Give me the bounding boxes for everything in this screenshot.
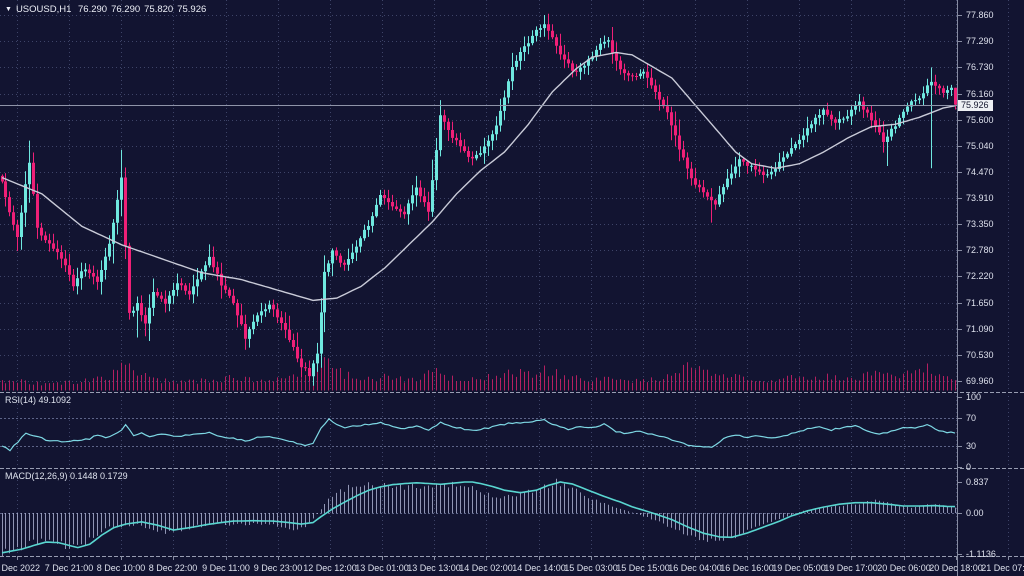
time-tick-label: 20 Dec 06:00: [877, 563, 931, 573]
macd-tick-label: -1.1136: [966, 549, 996, 559]
time-tick-label: 7 Dec 2022: [0, 563, 41, 573]
rsi-tick-label: 70: [966, 413, 977, 423]
grid-lines: [0, 0, 1009, 556]
time-tick-label: 14 Dec 02:00: [459, 563, 513, 573]
time-tick-label: 20 Dec 18:00: [929, 563, 983, 573]
time-tick-label: 9 Dec 11:00: [202, 563, 250, 573]
price-tick-label: 73.350: [966, 219, 994, 229]
rsi-tick-label: 30: [966, 441, 977, 451]
macd-tick-label: 0.837: [966, 477, 989, 487]
time-tick-label: 8 Dec 22:00: [148, 563, 198, 573]
rsi-line: [1, 417, 956, 452]
price-tick-label: 71.090: [966, 324, 994, 334]
macd-indicator-label: MACD(12,26,9) 0.1448 0.1729: [5, 471, 128, 481]
indicator-level-lines: [0, 418, 957, 514]
price-tick-label: 75.040: [966, 141, 994, 151]
price-tick-label: 69.960: [966, 376, 994, 386]
macd-signal-line: [1, 481, 956, 554]
price-tick-label: 72.220: [966, 271, 994, 281]
ohlc-close: 75.926: [177, 4, 207, 15]
current-price-tag: 75.926: [958, 99, 993, 111]
price-tick-label: 76.730: [966, 62, 994, 72]
ohlc-open: 76.290: [78, 4, 108, 15]
price-tick-label: 75.600: [966, 115, 994, 125]
rsi-tick-label: 0: [966, 462, 972, 472]
symbol-dropdown-icon[interactable]: ▼: [5, 6, 12, 13]
time-tick-label: 7 Dec 21:00: [44, 563, 94, 573]
time-tick-label: 16 Dec 04:00: [668, 563, 722, 573]
macd-histogram: [2, 478, 956, 557]
price-tick-label: 74.470: [966, 167, 994, 177]
chart-title: ▼ USOUSD,H1 76.290 76.290 75.820 75.926: [5, 4, 210, 15]
moving-average-line: [1, 51, 956, 302]
candlestick-series: [1, 13, 957, 386]
time-tick-label: 15 Dec 15:00: [616, 563, 670, 573]
price-tick-label: 76.160: [966, 89, 994, 99]
time-tick-label: 13 Dec 01:00: [355, 563, 409, 573]
axis-tick-marks: [17, 15, 1009, 560]
time-tick-label: 19 Dec 17:00: [824, 563, 878, 573]
time-tick-label: 13 Dec 13:00: [407, 563, 461, 573]
ohlc-high: 76.290: [111, 4, 141, 15]
price-tick-label: 70.530: [966, 350, 994, 360]
price-tick-label: 72.780: [966, 245, 994, 255]
symbol-label: USOUSD,H1: [15, 4, 72, 15]
price-tick-label: 77.290: [966, 36, 994, 46]
time-tick-label: 12 Dec 12:00: [303, 563, 357, 573]
time-tick-label: 8 Dec 10:00: [96, 563, 146, 573]
time-tick-label: 9 Dec 23:00: [253, 563, 303, 573]
ohlc-low: 75.820: [144, 4, 174, 15]
time-tick-label: 14 Dec 14:00: [512, 563, 566, 573]
price-tick-label: 73.910: [966, 193, 994, 203]
macd-tick-label: 0.00: [966, 508, 984, 518]
time-tick-label: 16 Dec 16:00: [720, 563, 774, 573]
volume-histogram: [2, 357, 956, 391]
rsi-tick-label: 100: [966, 392, 982, 402]
time-tick-label: 15 Dec 03:00: [564, 563, 618, 573]
time-tick-label: 21 Dec 07:00: [981, 563, 1024, 573]
time-tick-label: 19 Dec 05:00: [772, 563, 826, 573]
price-tick-label: 77.860: [966, 10, 994, 20]
rsi-indicator-label: RSI(14) 49.1092: [5, 395, 72, 405]
price-tick-label: 71.650: [966, 298, 994, 308]
